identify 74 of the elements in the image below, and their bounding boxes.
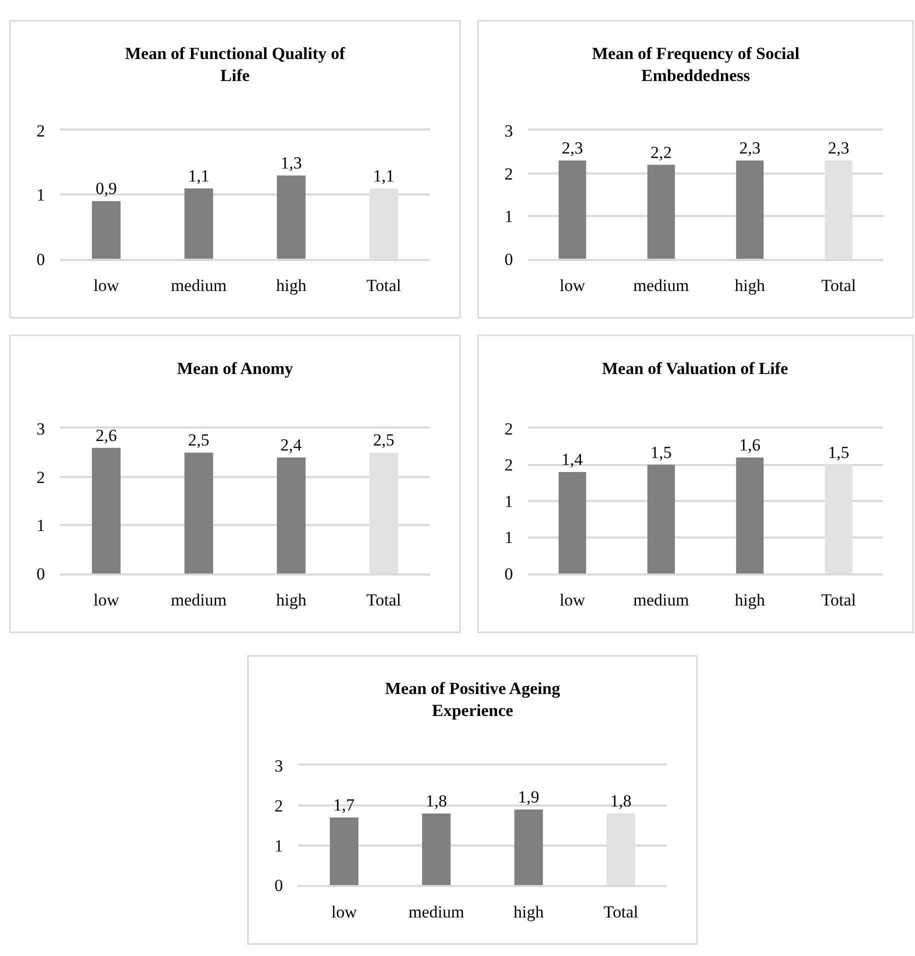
y-tick-label: 3 xyxy=(504,121,513,140)
y-tick-label: 1 xyxy=(504,207,513,226)
data-label: 2,3 xyxy=(739,138,760,158)
data-label: 1,9 xyxy=(518,787,540,806)
data-label: 2,3 xyxy=(828,138,850,158)
y-tick-label: 0 xyxy=(504,564,513,584)
x-tick-label: high xyxy=(734,276,766,296)
data-label: 1,7 xyxy=(333,795,355,814)
bar xyxy=(330,817,358,886)
y-tick-label: 0 xyxy=(274,876,283,896)
bar xyxy=(276,175,306,259)
x-tick-label: medium xyxy=(633,276,689,296)
data-label: 2,2 xyxy=(650,142,672,162)
data-label: 1,1 xyxy=(373,166,394,186)
bar xyxy=(184,188,214,259)
x-tick-label: high xyxy=(276,590,307,610)
y-tick-label: 2 xyxy=(274,796,283,816)
chart-title: Mean of Functional Quality of Life xyxy=(125,44,346,86)
x-tick-label: high xyxy=(276,276,307,296)
x-tick-label: low xyxy=(94,276,120,296)
data-label: 2,5 xyxy=(188,430,210,450)
x-tick-label: Total xyxy=(366,590,402,610)
chart-title: Mean of Valuation of Life xyxy=(602,359,789,378)
data-label: 2,4 xyxy=(280,436,302,455)
data-label: 1,8 xyxy=(426,791,447,810)
x-tick-label: medium xyxy=(408,902,464,922)
y-tick-label: 2 xyxy=(504,456,513,475)
x-tick-label: medium xyxy=(633,590,689,610)
bar xyxy=(558,472,586,574)
x-tick-label: high xyxy=(734,590,766,610)
data-label: 2,6 xyxy=(96,426,117,445)
x-tick-label: low xyxy=(560,276,586,296)
y-tick-label: 2 xyxy=(504,164,513,184)
chart-title: Mean of Anomy xyxy=(177,359,294,378)
data-label: 1,6 xyxy=(739,436,760,455)
data-label: 1,5 xyxy=(828,442,850,462)
data-label: 0,9 xyxy=(96,179,117,198)
bar xyxy=(736,458,764,574)
x-tick-label: low xyxy=(331,902,358,922)
bar xyxy=(92,201,121,259)
x-tick-label: low xyxy=(560,590,586,610)
x-tick-label: Total xyxy=(604,902,638,922)
data-label: 1,1 xyxy=(188,166,210,186)
bar xyxy=(514,809,543,886)
y-tick-label: 2 xyxy=(504,419,513,438)
x-tick-label: medium xyxy=(170,276,227,296)
x-tick-label: Total xyxy=(366,276,402,296)
data-label: 2,5 xyxy=(373,430,394,450)
chart-title: Mean of Frequency of Social Embeddedness xyxy=(592,44,800,86)
y-tick-label: 1 xyxy=(36,516,45,536)
data-label: 1,4 xyxy=(562,450,584,470)
bar xyxy=(422,813,451,886)
x-tick-label: Total xyxy=(821,276,856,296)
data-label: 1,5 xyxy=(650,442,672,462)
y-tick-label: 3 xyxy=(274,756,283,776)
y-tick-label: 3 xyxy=(36,419,45,438)
bar xyxy=(647,464,675,574)
y-tick-label: 1 xyxy=(504,492,513,511)
x-tick-label: low xyxy=(94,590,120,610)
y-tick-label: 2 xyxy=(36,468,45,487)
y-tick-label: 1 xyxy=(36,186,45,205)
y-tick-label: 1 xyxy=(274,836,283,856)
chart-title: Mean of Positive Ageing Experience xyxy=(385,679,561,720)
x-tick-label: high xyxy=(514,902,544,922)
y-tick-label: 0 xyxy=(36,250,45,269)
x-tick-label: medium xyxy=(170,590,227,610)
data-label: 2,3 xyxy=(562,138,583,158)
y-tick-label: 0 xyxy=(36,564,45,584)
data-label: 1,3 xyxy=(280,153,302,172)
data-label: 1,8 xyxy=(610,791,632,810)
x-tick-label: Total xyxy=(821,590,856,610)
y-tick-label: 1 xyxy=(504,528,513,548)
y-tick-label: 2 xyxy=(36,121,45,140)
y-tick-label: 0 xyxy=(504,250,513,269)
